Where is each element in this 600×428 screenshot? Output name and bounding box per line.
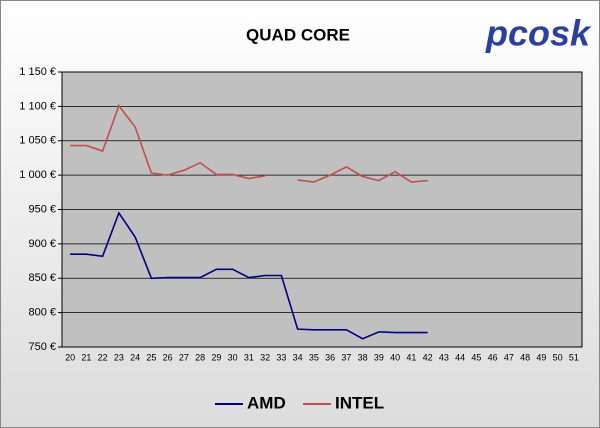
x-tick-label: 41 [406,352,416,362]
x-tick-label: 49 [536,352,546,362]
x-tick-label: 22 [98,352,108,362]
x-tick-label: 38 [358,352,368,362]
x-tick-label: 42 [423,352,433,362]
y-tick-label: 950 € [28,203,56,215]
x-tick-label: 33 [276,352,286,362]
y-tick-label: 1 150 € [19,66,56,78]
x-tick-label: 46 [488,352,498,362]
y-tick-label: 850 € [28,272,56,284]
x-tick-label: 30 [228,352,238,362]
x-tick-label: 32 [260,352,270,362]
x-tick-label: 23 [114,352,124,362]
series-line [70,104,428,183]
y-tick-label: 900 € [28,238,56,250]
x-tick-label: 50 [553,352,563,362]
series-line [70,211,428,340]
logo: pcosk [485,13,592,54]
x-tick-label: 35 [309,352,319,362]
x-tick-label: 21 [81,352,91,362]
x-tick-label: 45 [471,352,481,362]
x-tick-label: 27 [179,352,189,362]
x-tick-label: 36 [325,352,335,362]
x-tick-label: 37 [341,352,351,362]
x-tick-label: 44 [455,352,465,362]
y-tick-label: 1 050 € [19,135,56,147]
y-tick-label: 800 € [28,307,56,319]
y-tick-label: 750 € [28,341,56,353]
x-tick-label: 43 [439,352,449,362]
x-tick-label: 39 [374,352,384,362]
legend-label: INTEL [335,393,384,412]
x-tick-label: 40 [390,352,400,362]
x-tick-label: 20 [65,352,75,362]
x-tick-label: 47 [504,352,514,362]
chart-title: QUAD CORE [246,25,350,44]
x-tick-label: 29 [211,352,221,362]
x-tick-label: 34 [293,352,303,362]
x-tick-label: 25 [146,352,156,362]
x-tick-label: 48 [520,352,530,362]
y-tick-label: 1 000 € [19,169,56,181]
x-tick-label: 51 [569,352,579,362]
legend-label: AMD [247,393,286,412]
x-tick-label: 28 [195,352,205,362]
y-tick-label: 1 100 € [19,100,56,112]
x-tick-label: 31 [244,352,254,362]
x-tick-label: 26 [163,352,173,362]
x-tick-label: 24 [130,352,140,362]
